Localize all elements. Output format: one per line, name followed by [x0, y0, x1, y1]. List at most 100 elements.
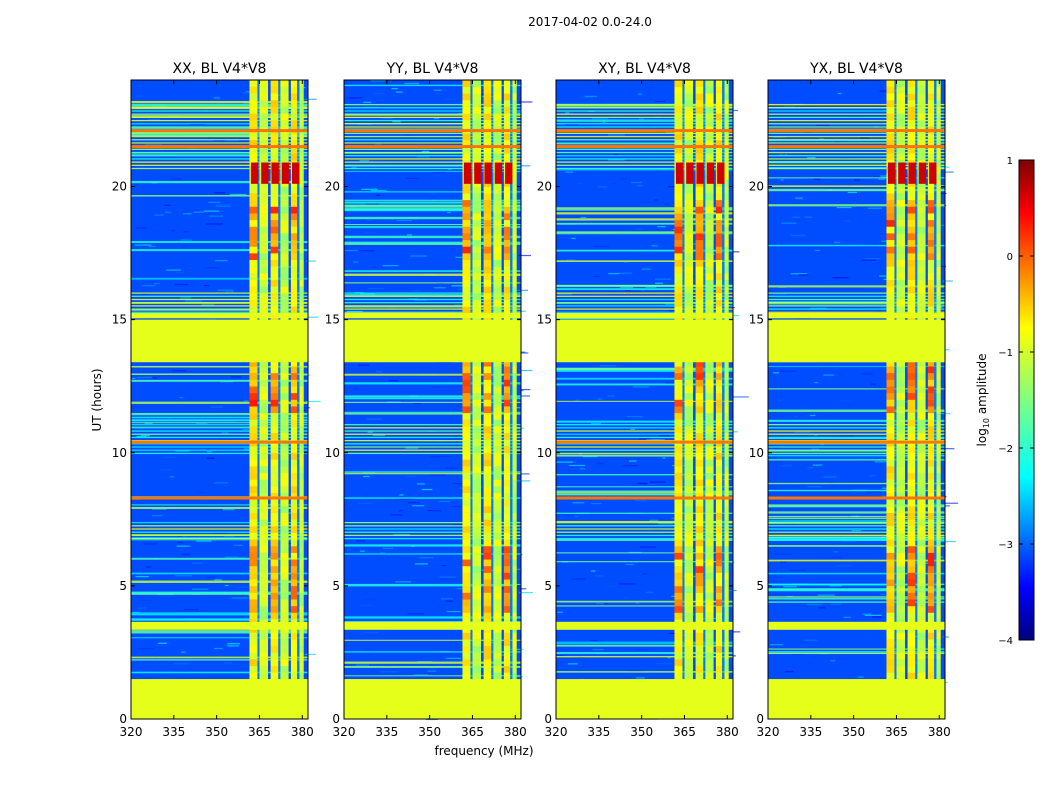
rfi-band-cell: [695, 246, 704, 254]
rfi-row: [768, 520, 945, 522]
rfi-band-cell: [684, 492, 694, 500]
rfi-band-cell: [715, 632, 723, 640]
rfi-band-cell: [715, 153, 723, 161]
rfi-band-cell: [512, 545, 517, 553]
rfi-row: [556, 260, 733, 262]
heatmap-cell: [165, 211, 172, 213]
heatmap-cell: [148, 245, 156, 248]
rfi-band-cell: [270, 239, 279, 247]
rfi-band-cell: [299, 585, 304, 593]
heatmap-cell: [608, 159, 625, 161]
rfi-band-cell: [472, 359, 482, 367]
rfi-band-cell: [724, 306, 729, 314]
rfi-band-cell: [503, 592, 511, 600]
rfi-band-cell: [280, 492, 289, 500]
rfi-row: [131, 365, 308, 368]
rfi-band-cell: [896, 452, 906, 460]
rfi-band-cell: [896, 532, 906, 540]
rfi-band-cell: [493, 259, 502, 267]
rfi-band-cell: [462, 672, 471, 680]
rfi-band-cell: [493, 412, 502, 420]
rfi-band-cell: [259, 273, 269, 280]
rfi-band-cell: [886, 446, 895, 454]
rfi-band-cell: [512, 372, 517, 380]
rfi-band-cell: [512, 392, 517, 400]
rfi-band-cell: [259, 279, 269, 287]
heatmap-cell: [395, 581, 412, 583]
rfi-band-cell: [705, 632, 714, 640]
rfi-band-cell: [512, 179, 517, 187]
rfi-band-cell: [917, 306, 926, 314]
rfi-band-cell: [462, 359, 471, 367]
heatmap-cell: [866, 491, 882, 493]
rfi-band-cell: [503, 645, 511, 653]
rfi-band-cell: [684, 293, 694, 300]
rfi-band-cell: [290, 133, 298, 141]
rfi-band-cell: [695, 559, 704, 567]
rfi-band-gap: [722, 80, 725, 719]
rfi-band-cell: [259, 80, 269, 87]
heatmap-cell: [630, 289, 645, 292]
rfi-band-cell: [512, 426, 517, 434]
rfi-band-cell: [936, 525, 941, 533]
rfi-row: [768, 285, 945, 288]
rfi-band-cell: [493, 432, 502, 440]
rfi-band-cell: [259, 426, 269, 434]
rfi-band-cell: [299, 645, 304, 653]
heatmap-cell: [511, 310, 526, 312]
rfi-band-cell: [674, 226, 683, 234]
rfi-band-cell: [705, 293, 714, 300]
rfi-band-cell: [493, 486, 502, 493]
rfi-band-cell: [724, 233, 729, 241]
rfi-band-cell: [503, 432, 511, 440]
rfi-band-cell: [684, 299, 694, 307]
rfi-band-cell: [907, 665, 916, 673]
rfi-row: [344, 401, 521, 404]
rfi-band-cell: [705, 552, 714, 560]
rfi-band-cell: [695, 239, 704, 247]
rfi-band-cell: [462, 286, 471, 294]
rfi-row: [556, 212, 733, 215]
rfi-band-cell: [483, 306, 492, 314]
rfi-band-cell: [907, 119, 916, 127]
rfi-row: [131, 126, 308, 128]
heatmap-cell: [405, 177, 420, 179]
heatmap-cell: [206, 448, 211, 450]
rfi-band-cell: [684, 266, 694, 274]
rfi-band-cell: [695, 199, 704, 207]
rfi-row: [768, 443, 945, 445]
rfi-row: [768, 430, 945, 432]
rfi-row: [556, 452, 733, 455]
rfi-band-cell: [695, 233, 704, 241]
rfi-band-cell: [724, 432, 729, 440]
rfi-band-cell: [695, 492, 704, 500]
rfi-row: [768, 409, 945, 412]
rfi-band-cell: [259, 113, 269, 121]
rfi-band-cell: [503, 392, 511, 400]
rfi-band-cell: [886, 419, 895, 427]
rfi-row: [768, 164, 945, 166]
rfi-band-cell: [886, 86, 895, 94]
rfi-band-cell: [907, 359, 916, 367]
rfi-row: [131, 116, 308, 119]
rfi-band-cell: [270, 539, 279, 547]
rfi-band-cell: [907, 259, 916, 267]
rfi-band-cell: [927, 213, 935, 221]
rfi-band-cell: [280, 80, 289, 87]
heatmap-cell: [645, 125, 651, 127]
rfi-band-cell: [249, 472, 258, 480]
rfi-band-cell: [493, 592, 502, 600]
heatmap-cell: [783, 586, 797, 588]
rfi-band-cell: [695, 213, 704, 221]
rfi-row: [768, 244, 945, 247]
heatmap-cell: [807, 157, 816, 159]
heatmap-cell: [589, 639, 599, 642]
rfi-band-cell: [936, 179, 941, 187]
rfi-band-cell: [472, 525, 482, 533]
rfi-row: [131, 427, 308, 429]
rfi-band-cell: [249, 552, 258, 560]
rfi-row: [768, 158, 945, 160]
rfi-band-cell: [280, 672, 289, 680]
rfi-band-cell: [270, 199, 279, 207]
rfi-band-cell: [715, 213, 723, 221]
